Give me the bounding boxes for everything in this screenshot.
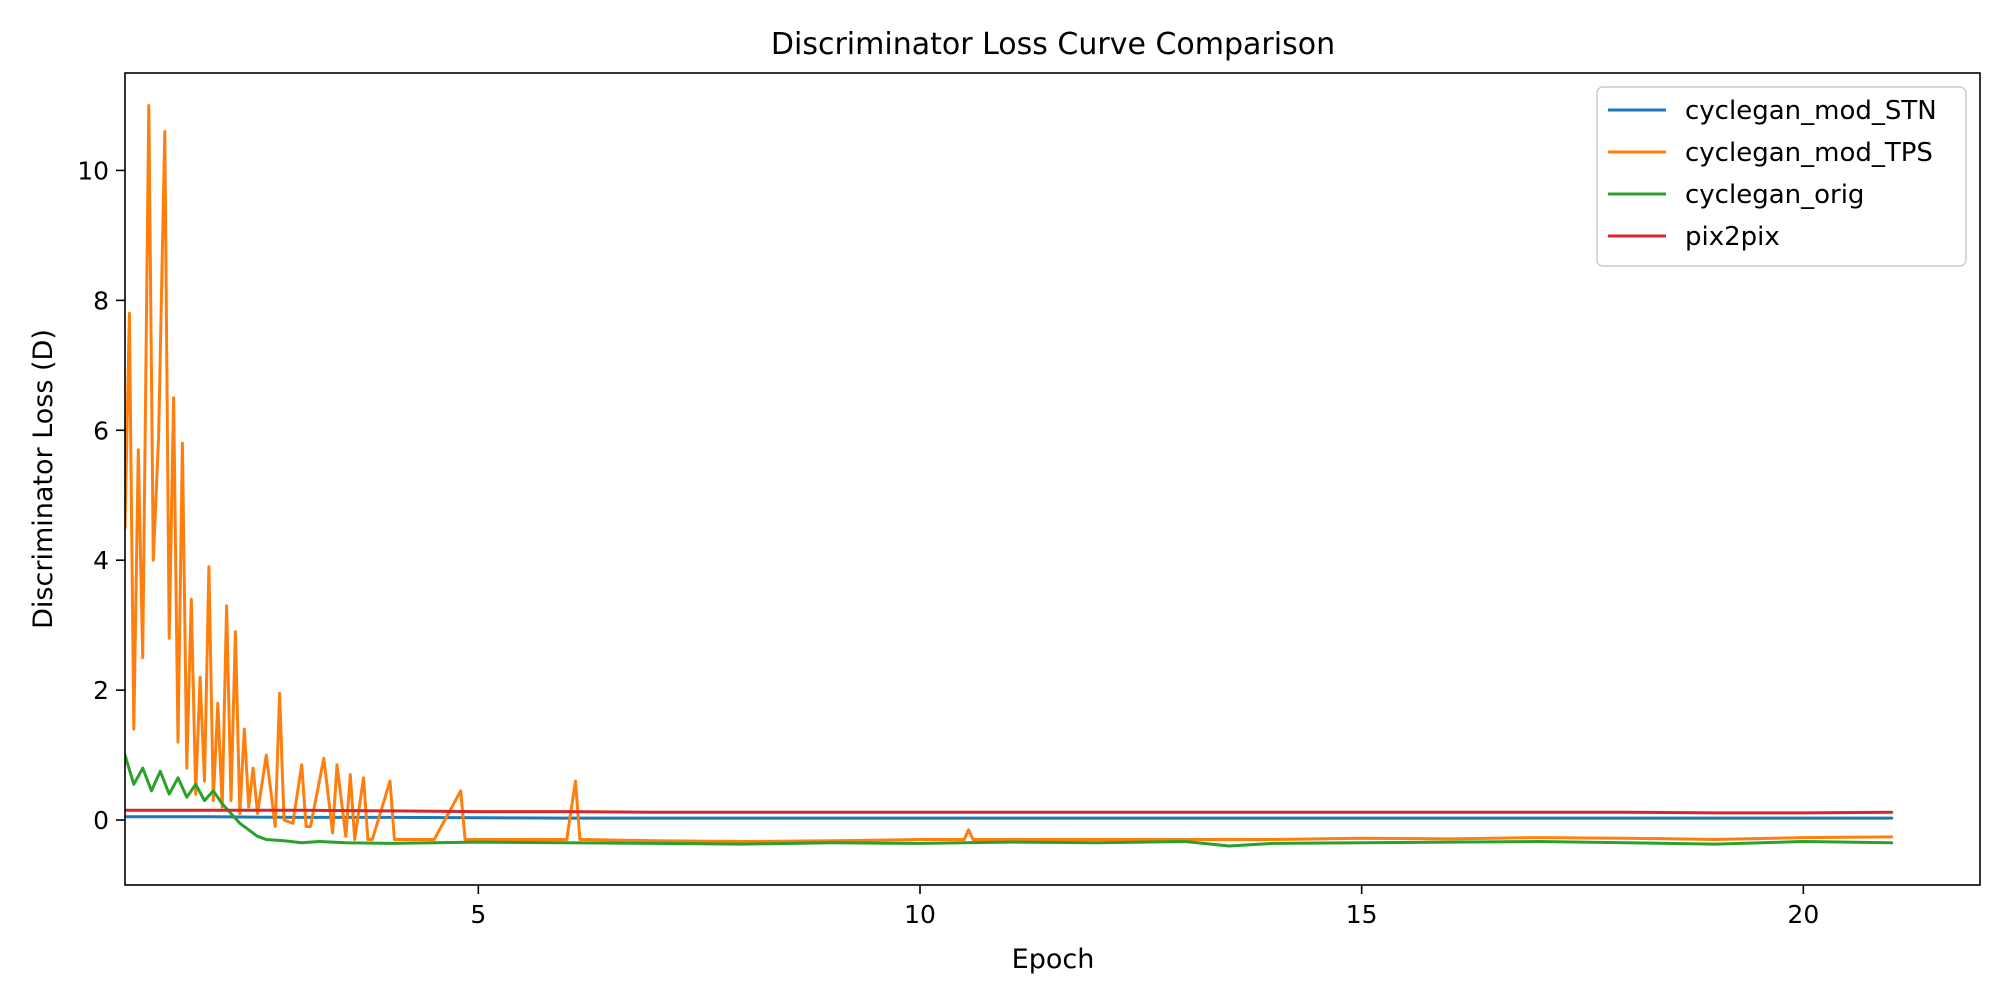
y-tick-label-0: 0 (93, 806, 109, 835)
series-layer (125, 104, 1894, 848)
y-tick-label-4: 8 (93, 286, 109, 315)
series-line-pix2pix (125, 808, 1894, 815)
y-tick-label-1: 2 (93, 676, 109, 705)
legend-box (1596, 86, 1967, 267)
y-tick-label-5: 10 (77, 156, 109, 185)
legend-label-1: cyclegan_mod_TPS (1685, 138, 1933, 168)
x-tick-label-1: 10 (904, 900, 936, 929)
x-tick-label-0: 5 (470, 900, 486, 929)
y-axis-ticks: 0 2 4 6 8 10 (77, 156, 125, 835)
legend: cyclegan_mod_STN cyclegan_mod_TPS cyclegan… (1596, 86, 1967, 267)
legend-label-3: pix2pix (1685, 222, 1780, 252)
chart-title: Discriminator Loss Curve Comparison (771, 27, 1335, 62)
x-axis-ticks: 5 10 15 20 (470, 885, 1819, 929)
y-tick-label-2: 4 (93, 546, 109, 575)
plot-area (124, 72, 1981, 886)
y-tick-label-3: 6 (93, 416, 109, 445)
series-line-cyclegan_orig (125, 753, 1894, 848)
x-axis-label: Epoch (1012, 944, 1095, 975)
legend-label-0: cyclegan_mod_STN (1685, 96, 1937, 126)
y-axis-label: Discriminator Loss (D) (28, 329, 59, 629)
x-tick-label-2: 15 (1346, 900, 1378, 929)
x-tick-label-3: 20 (1787, 900, 1819, 929)
axes-frame (124, 72, 1981, 886)
series-line-cyclegan_mod_TPS (125, 104, 1894, 843)
legend-label-2: cyclegan_orig (1685, 180, 1864, 210)
series-line-cyclegan_mod_STN (125, 815, 1894, 820)
